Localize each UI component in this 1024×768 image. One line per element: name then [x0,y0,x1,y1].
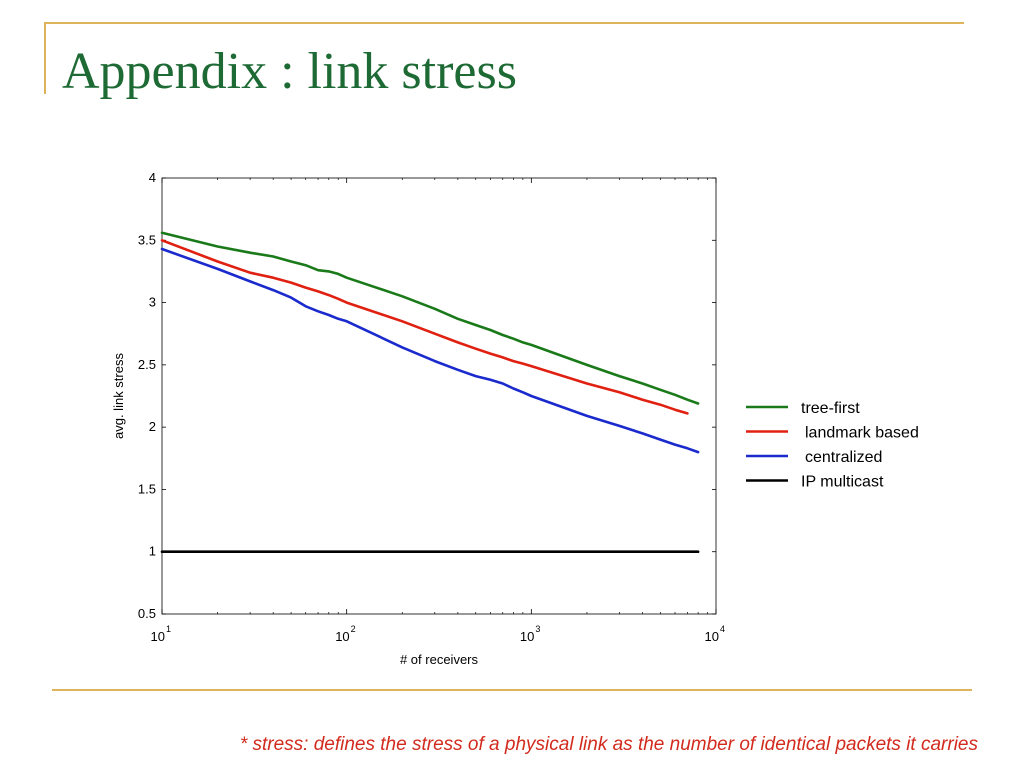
x-tick-exponent: 1 [166,624,171,634]
slide-rule-bottom [52,689,972,691]
x-tick-label: 10 [151,629,165,644]
series-line-landmark-based [160,239,689,415]
y-axis-label: avg. link stress [111,353,126,439]
x-tick-label: 10 [520,629,534,644]
x-tick-exponent: 2 [351,624,356,634]
x-tick-label: 10 [705,629,719,644]
slide-border-left [44,22,46,94]
slide-border-top [44,22,964,24]
y-tick-label: 2 [149,419,156,434]
y-tick-label: 3.5 [138,232,156,247]
y-tick-label: 0.5 [138,606,156,621]
x-tick-label: 10 [335,629,349,644]
y-tick-label: 1 [149,544,156,559]
y-tick-label: 3 [149,295,156,310]
legend-label-tree-first: tree-first [801,400,860,417]
x-tick-exponent: 3 [535,624,540,634]
y-tick-label: 1.5 [138,481,156,496]
series-line-centralized [160,247,700,454]
legend-label-landmark-based: landmark based [805,425,919,442]
x-axis-label: # of receivers [400,652,479,667]
y-tick-label: 2.5 [138,357,156,372]
plot-frame [161,177,717,615]
x-tick-exponent: 4 [720,624,725,634]
legend-label-ip-multicast: IP multicast [801,474,884,491]
footnote: * stress: defines the stress of a physic… [239,734,978,755]
legend-label-centralized: centralized [805,449,882,466]
slide-title: Appendix : link stress [62,43,517,100]
series-line-tree-first [160,231,700,405]
y-tick-label: 4 [149,170,156,185]
